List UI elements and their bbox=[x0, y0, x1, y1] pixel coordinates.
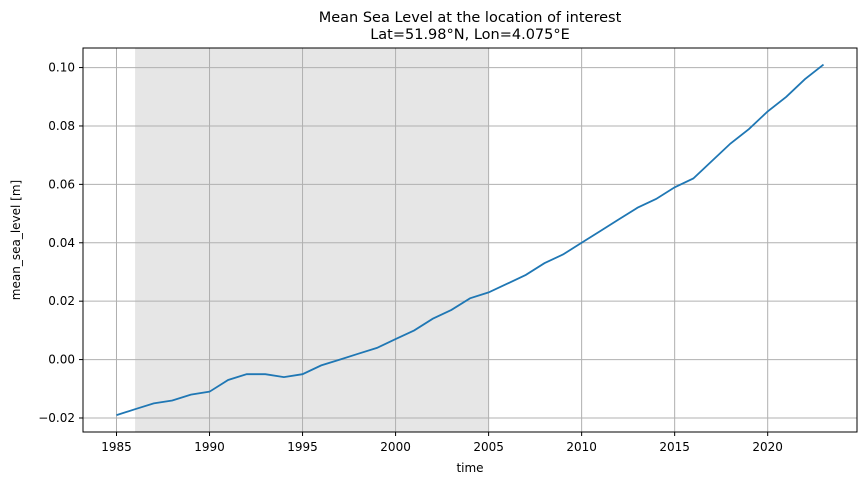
x-tick-label: 2020 bbox=[752, 440, 783, 454]
y-tick-label: 0.04 bbox=[48, 236, 75, 250]
plot-frame bbox=[82, 47, 858, 433]
x-tick-label: 2005 bbox=[473, 440, 504, 454]
x-tick-label: 1985 bbox=[101, 440, 132, 454]
y-tick-label: −0.02 bbox=[38, 411, 75, 425]
x-axis-label: time bbox=[456, 461, 483, 475]
shaded-period bbox=[135, 48, 489, 432]
x-tick-label: 1990 bbox=[194, 440, 225, 454]
x-tick-label: 2015 bbox=[659, 440, 690, 454]
y-tick-label: 0.06 bbox=[48, 177, 75, 191]
x-tick-label: 1995 bbox=[287, 440, 318, 454]
chart-subtitle: Lat=51.98°N, Lon=4.075°E bbox=[370, 27, 570, 43]
y-tick-label: 0.02 bbox=[48, 294, 75, 308]
y-tick-label: 0.08 bbox=[48, 119, 75, 133]
x-tick-label: 2000 bbox=[380, 440, 411, 454]
y-axis-label: mean_sea_level [m] bbox=[9, 180, 23, 300]
x-tick-label: 2010 bbox=[566, 440, 597, 454]
chart-title: Mean Sea Level at the location of intere… bbox=[319, 10, 622, 26]
y-tick-label: 0.10 bbox=[48, 61, 75, 75]
y-tick-label: 0.00 bbox=[48, 353, 75, 367]
